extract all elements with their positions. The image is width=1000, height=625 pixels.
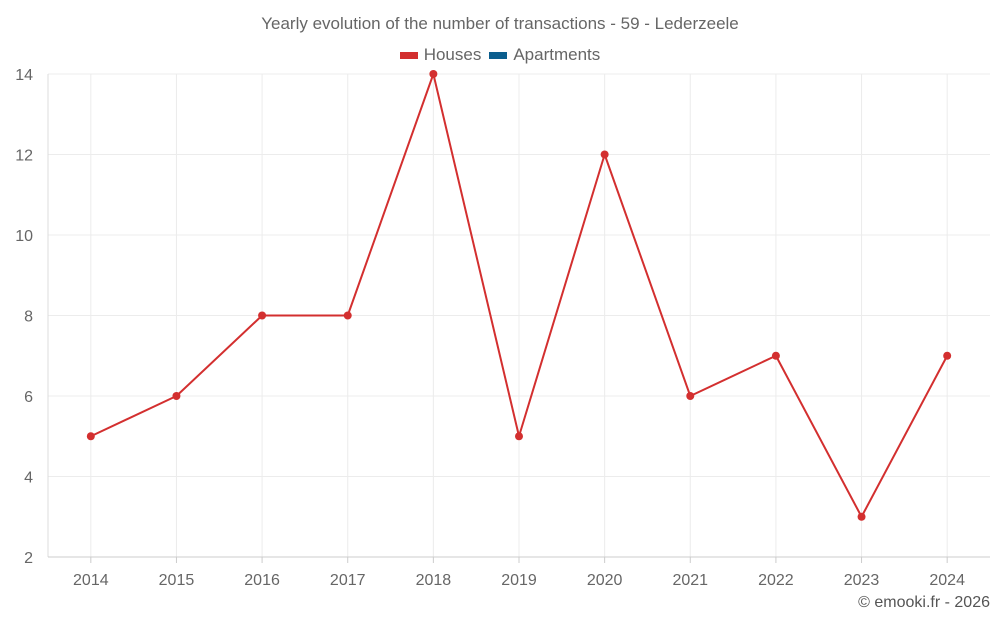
y-tick-label: 14 — [15, 67, 33, 84]
legend-label-apartments: Apartments — [513, 45, 601, 64]
x-tick-label: 2022 — [758, 572, 794, 589]
legend-item-houses[interactable]: Houses — [399, 45, 482, 65]
chart-title: Yearly evolution of the number of transa… — [261, 14, 739, 33]
y-tick-label: 10 — [15, 228, 33, 245]
axes — [47, 74, 990, 563]
x-tick-label: 2017 — [330, 572, 366, 589]
data-point-houses-2014[interactable] — [86, 432, 95, 441]
data-point-houses-2024[interactable] — [943, 351, 952, 360]
y-tick-label: 12 — [15, 148, 33, 165]
grid — [48, 73, 990, 557]
data-point-houses-2023[interactable] — [857, 512, 866, 521]
x-tick-label: 2016 — [244, 572, 280, 589]
data-point-houses-2015[interactable] — [172, 392, 181, 400]
data-point-houses-2019[interactable] — [515, 432, 523, 441]
legend: Houses Apartments — [0, 45, 1000, 65]
x-tick-label: 2020 — [587, 572, 623, 589]
x-tick-label: 2019 — [501, 572, 537, 589]
data-point-houses-2017[interactable] — [343, 311, 352, 320]
y-axis-ticks: 2 4 6 8 10 12 14 — [15, 67, 33, 567]
x-tick-label: 2023 — [844, 572, 880, 589]
data-point-houses-2022[interactable] — [771, 351, 780, 360]
legend-swatch-houses — [399, 51, 418, 59]
x-tick-label: 2021 — [672, 572, 708, 589]
x-tick-label: 2024 — [929, 572, 965, 589]
y-tick-label: 6 — [24, 389, 33, 406]
y-tick-label: 8 — [24, 309, 33, 326]
credit-text: © emooki.fr - 2026 — [858, 594, 990, 611]
data-point-houses-2018[interactable] — [429, 70, 438, 78]
x-tick-label: 2015 — [159, 572, 195, 589]
y-tick-label: 4 — [24, 470, 33, 487]
series-layer — [86, 70, 952, 521]
x-tick-label: 2018 — [416, 572, 452, 589]
data-point-houses-2021[interactable] — [686, 392, 695, 400]
legend-item-apartments[interactable]: Apartments — [489, 45, 600, 65]
legend-swatch-apartments — [489, 51, 508, 59]
x-axis-ticks: 2014 2015 2016 2017 2018 2019 2020 2021 2022 2023… — [73, 572, 965, 589]
y-tick-label: 2 — [24, 550, 33, 567]
legend-label-houses: Houses — [423, 45, 482, 64]
x-tick-label: 2014 — [73, 572, 109, 589]
data-point-houses-2020[interactable] — [600, 150, 609, 159]
data-point-houses-2016[interactable] — [258, 311, 267, 320]
